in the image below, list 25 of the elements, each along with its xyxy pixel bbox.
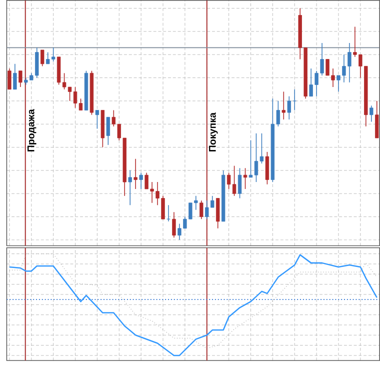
candlestick [238,168,242,198]
candlestick [134,158,138,190]
candlestick [287,96,291,120]
candlestick [370,105,374,122]
annotation: Покупка [209,112,218,152]
candlestick [243,168,248,190]
candlestick [292,88,296,110]
candlestick [106,116,110,146]
candlestick [18,70,22,88]
candlestick [73,86,78,108]
candlestick [265,151,270,185]
annotation: Продажа [28,108,36,152]
candlestick [78,98,83,110]
candlestick [40,49,44,66]
candlestick [375,100,379,138]
candlestick [248,140,253,178]
candlestick [172,212,176,238]
candlestick [216,198,220,229]
candlestick [8,68,12,90]
candlestick [128,170,132,206]
candlestick [139,172,143,190]
candlestick [13,63,17,90]
candlestick [200,200,204,220]
candlestick [95,110,100,129]
candlestick [282,91,286,120]
